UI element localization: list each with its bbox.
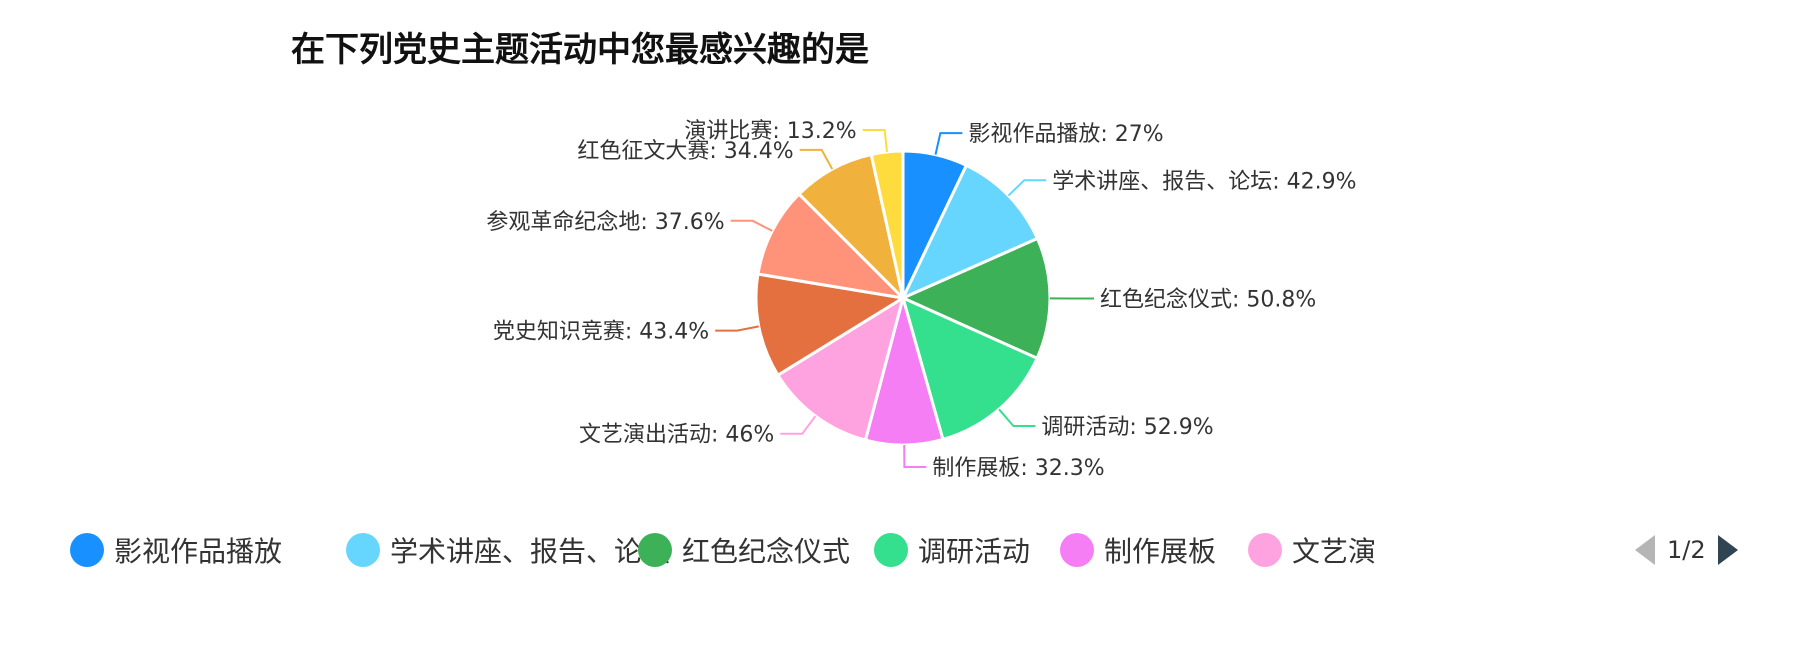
slice-label-line-5 (780, 415, 817, 435)
slice-label-3: 调研活动: 52.9% (1041, 415, 1213, 440)
legend-label: 红色纪念仪式 (682, 535, 851, 568)
slice-label-0: 影视作品播放: 27% (968, 122, 1163, 147)
pie-slice-2[interactable] (899, 236, 1052, 361)
legend-label: 影视作品播放 (114, 535, 283, 568)
slice-label-line-3 (998, 408, 1036, 427)
slice-label-7: 参观革命纪念地: 37.6% (486, 210, 724, 235)
slice-label-1: 学术讲座、报告、论坛: 42.9% (1052, 169, 1356, 194)
slice-label-line-8 (799, 148, 834, 170)
legend-label: 文艺演 (1292, 535, 1377, 568)
legend-prev-page-icon[interactable] (1635, 535, 1655, 565)
pie-slice-7[interactable] (756, 191, 908, 301)
slice-label-4: 制作展板: 32.3% (932, 456, 1104, 481)
slice-label-9: 演讲比赛: 13.2% (684, 119, 856, 144)
legend-dot-icon (70, 533, 104, 567)
legend-dot-icon (874, 533, 908, 567)
slice-label-8: 红色征文大赛: 34.4% (577, 139, 793, 164)
slice-label-line-9 (862, 129, 889, 152)
legend-item-0[interactable]: 影视作品播放 (70, 526, 282, 574)
legend-item-3[interactable]: 调研活动 (874, 526, 1030, 574)
slice-label-6: 党史知识竞赛: 43.4% (493, 320, 709, 345)
legend-items: 影视作品播放 学术讲座、报告、论坛 红色纪念仪式 调研活动 制作展板 文艺演 (70, 526, 1570, 574)
slice-label-5: 文艺演出活动: 46% (579, 423, 774, 448)
legend-dot-icon (1248, 533, 1282, 567)
legend-label: 制作展板 (1104, 535, 1217, 568)
slice-label-line-0 (934, 132, 963, 155)
slice-label-line-1 (1007, 179, 1047, 197)
legend-dot-icon (346, 533, 380, 567)
pie-slice-8[interactable] (796, 152, 906, 303)
slice-label-line-4 (903, 444, 927, 468)
slice-label-line-6 (715, 325, 759, 332)
chart-title: 在下列党史主题活动中您最感兴趣的是 (291, 30, 869, 70)
pie-chart: 影视作品播放: 27% 学术讲座、报告、论坛: 42.9% 红色纪念仪式: 50.8… (486, 119, 1356, 481)
legend-dot-icon (1060, 533, 1094, 567)
legend-item-5[interactable]: 文艺演 (1248, 526, 1376, 574)
pie-slice-1[interactable] (899, 163, 1040, 302)
legend-page-indicator: 1/2 (1667, 536, 1706, 564)
pie-slice-6[interactable] (754, 272, 908, 378)
legend: 影视作品播放 学术讲座、报告、论坛 红色纪念仪式 调研活动 制作展板 文艺演 1/2 (70, 526, 1738, 574)
pie-slice-3[interactable] (900, 295, 1040, 442)
legend-item-1[interactable]: 学术讲座、报告、论坛 (346, 526, 670, 574)
slice-label-2: 红色纪念仪式: 50.8% (1100, 287, 1316, 312)
legend-item-4[interactable]: 制作展板 (1060, 526, 1216, 574)
slice-label-line-7 (730, 219, 773, 232)
legend-pager: 1/2 (1635, 526, 1738, 574)
legend-label: 调研活动 (918, 535, 1031, 568)
legend-label: 学术讲座、报告、论坛 (390, 535, 671, 568)
legend-item-2[interactable]: 红色纪念仪式 (638, 526, 850, 574)
legend-dot-icon (638, 533, 672, 567)
legend-next-page-icon[interactable] (1717, 535, 1738, 565)
